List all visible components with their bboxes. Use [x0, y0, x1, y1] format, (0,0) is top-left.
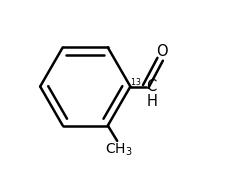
Text: C: C	[146, 79, 157, 94]
Text: CH$_3$: CH$_3$	[105, 142, 133, 158]
Text: H: H	[146, 94, 157, 109]
Text: $^{13}$: $^{13}$	[130, 78, 142, 88]
Text: O: O	[156, 44, 168, 59]
